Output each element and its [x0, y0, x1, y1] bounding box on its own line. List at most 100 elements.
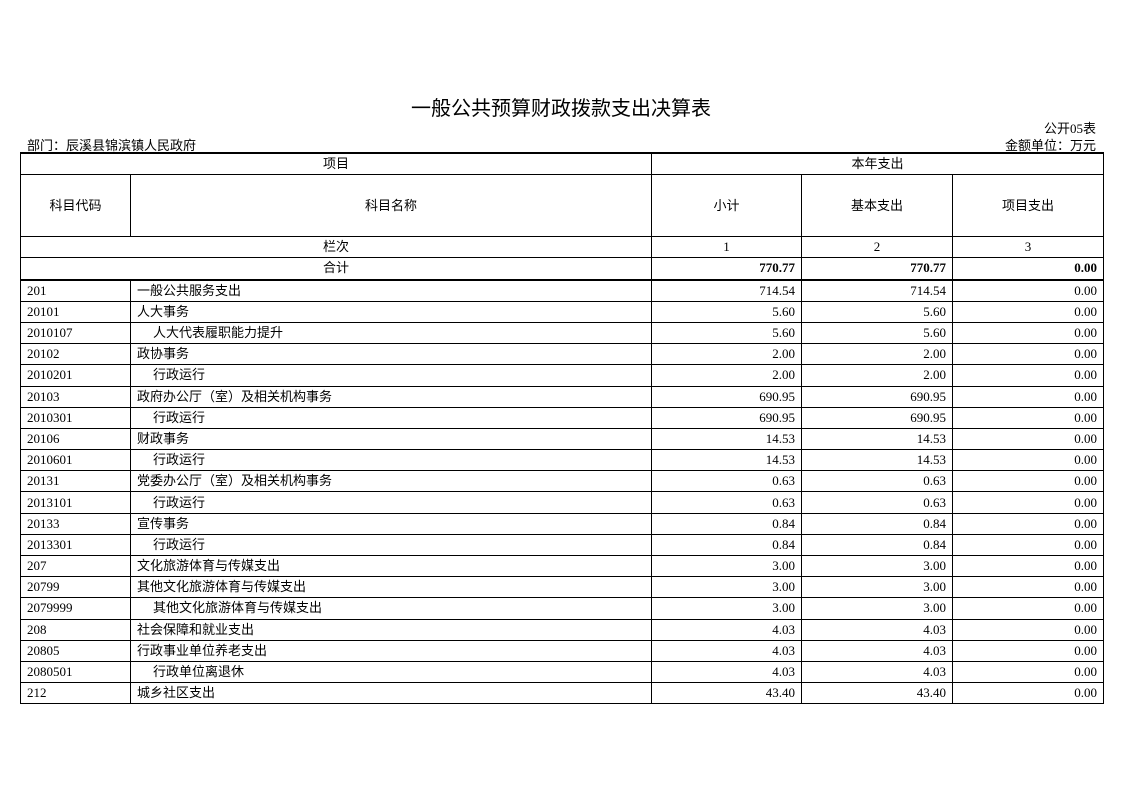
row-code: 20799 [20, 576, 131, 599]
total-basic: 770.77 [801, 257, 954, 281]
row-basic: 3.00 [801, 576, 954, 599]
row-code: 207 [20, 554, 131, 578]
row-project: 0.00 [952, 554, 1105, 578]
row-subtotal: 714.54 [651, 279, 803, 302]
form-number: 公开05表 [1043, 121, 1096, 136]
row-name: 文化旅游体育与传媒支出 [129, 554, 653, 578]
table-row: 2010301 行政运行 690.95 690.95 0.00 [20, 406, 1105, 429]
row-subtotal: 43.40 [651, 682, 803, 705]
row-basic: 714.54 [801, 279, 954, 302]
row-name: 一般公共服务支出 [129, 279, 653, 302]
row-project: 0.00 [952, 385, 1105, 408]
row-code: 201 [20, 279, 131, 302]
row-project: 0.00 [952, 427, 1105, 451]
header-code: 科目代码 [20, 174, 131, 238]
row-name: 党委办公厅（室）及相关机构事务 [129, 470, 653, 493]
row-project: 0.00 [952, 343, 1105, 366]
row-project: 0.00 [952, 618, 1105, 641]
table-row: 20102 政协事务 2.00 2.00 0.00 [20, 343, 1105, 366]
table-row: 20101 人大事务 5.60 5.60 0.00 [20, 300, 1105, 323]
table-row: 20805 行政事业单位养老支出 4.03 4.03 0.00 [20, 639, 1105, 662]
row-name: 城乡社区支出 [129, 682, 653, 705]
row-name: 其他文化旅游体育与传媒支出 [129, 597, 653, 620]
row-name: 宣传事务 [129, 512, 653, 535]
table-row: 20799 其他文化旅游体育与传媒支出 3.00 3.00 0.00 [20, 576, 1105, 599]
row-project: 0.00 [952, 321, 1105, 345]
row-basic: 3.00 [801, 597, 954, 620]
column-index-3: 3 [952, 236, 1105, 259]
row-code: 2079999 [20, 597, 131, 620]
row-name: 行政单位离退休 [129, 660, 653, 684]
table-row: 208 社会保障和就业支出 4.03 4.03 0.00 [20, 618, 1105, 641]
table-row: 20106 财政事务 14.53 14.53 0.00 [20, 427, 1105, 451]
page-title: 一般公共预算财政拨款支出决算表 [411, 98, 711, 120]
row-basic: 4.03 [801, 639, 954, 662]
row-name: 行政运行 [129, 533, 653, 557]
row-code: 2010601 [20, 449, 131, 472]
total-subtotal: 770.77 [651, 257, 803, 281]
row-project: 0.00 [952, 364, 1105, 387]
table-row: 201 一般公共服务支出 714.54 714.54 0.00 [20, 279, 1105, 302]
table-row: 2013301 行政运行 0.84 0.84 0.00 [20, 533, 1105, 557]
row-project: 0.00 [952, 470, 1105, 493]
row-basic: 5.60 [801, 300, 954, 323]
unit-label: 金额单位：万元 [1004, 138, 1096, 153]
row-name: 其他文化旅游体育与传媒支出 [129, 576, 653, 599]
row-project: 0.00 [952, 660, 1105, 684]
row-basic: 0.84 [801, 533, 954, 557]
row-project: 0.00 [952, 639, 1105, 662]
row-basic: 2.00 [801, 343, 954, 366]
row-basic: 4.03 [801, 660, 954, 684]
row-basic: 0.63 [801, 470, 954, 493]
row-subtotal: 5.60 [651, 300, 803, 323]
row-subtotal: 3.00 [651, 576, 803, 599]
table-row: 2013101 行政运行 0.63 0.63 0.00 [20, 491, 1105, 514]
table-row: 212 城乡社区支出 43.40 43.40 0.00 [20, 682, 1105, 705]
table-row: 207 文化旅游体育与传媒支出 3.00 3.00 0.00 [20, 554, 1105, 578]
header-subtotal: 小计 [651, 174, 803, 238]
row-subtotal: 0.63 [651, 491, 803, 514]
row-name: 人大代表履职能力提升 [129, 321, 653, 345]
row-basic: 14.53 [801, 427, 954, 451]
row-code: 2010107 [20, 321, 131, 345]
row-basic: 0.63 [801, 491, 954, 514]
row-basic: 0.84 [801, 512, 954, 535]
row-basic: 5.60 [801, 321, 954, 345]
column-index-1: 1 [651, 236, 803, 259]
row-subtotal: 3.00 [651, 554, 803, 578]
table-row: 2010601 行政运行 14.53 14.53 0.00 [20, 449, 1105, 472]
row-project: 0.00 [952, 576, 1105, 599]
row-name: 政府办公厅（室）及相关机构事务 [129, 385, 653, 408]
row-code: 212 [20, 682, 131, 705]
row-basic: 3.00 [801, 554, 954, 578]
row-name: 政协事务 [129, 343, 653, 366]
row-subtotal: 2.00 [651, 343, 803, 366]
row-subtotal: 4.03 [651, 618, 803, 641]
header-name: 科目名称 [129, 174, 653, 238]
row-basic: 4.03 [801, 618, 954, 641]
row-name: 行政运行 [129, 491, 653, 514]
row-project: 0.00 [952, 449, 1105, 472]
row-code: 20133 [20, 512, 131, 535]
row-subtotal: 0.63 [651, 470, 803, 493]
table-row: 2080501 行政单位离退休 4.03 4.03 0.00 [20, 660, 1105, 684]
row-project: 0.00 [952, 491, 1105, 514]
table-row: 20133 宣传事务 0.84 0.84 0.00 [20, 512, 1105, 535]
row-basic: 14.53 [801, 449, 954, 472]
row-name: 行政事业单位养老支出 [129, 639, 653, 662]
department-label: 部门：辰溪县锦滨镇人民政府 [27, 138, 197, 153]
header-basic: 基本支出 [801, 174, 954, 238]
column-index-2: 2 [801, 236, 954, 259]
table-row: 2079999 其他文化旅游体育与传媒支出 3.00 3.00 0.00 [20, 597, 1105, 620]
row-subtotal: 690.95 [651, 385, 803, 408]
row-project: 0.00 [952, 597, 1105, 620]
row-subtotal: 14.53 [651, 449, 803, 472]
row-subtotal: 0.84 [651, 512, 803, 535]
row-subtotal: 3.00 [651, 597, 803, 620]
row-name: 行政运行 [129, 406, 653, 429]
row-project: 0.00 [952, 406, 1105, 429]
table-row: 2010107 人大代表履职能力提升 5.60 5.60 0.00 [20, 321, 1105, 345]
row-code: 20805 [20, 639, 131, 662]
row-code: 20101 [20, 300, 131, 323]
header-item: 项目 [19, 152, 653, 176]
